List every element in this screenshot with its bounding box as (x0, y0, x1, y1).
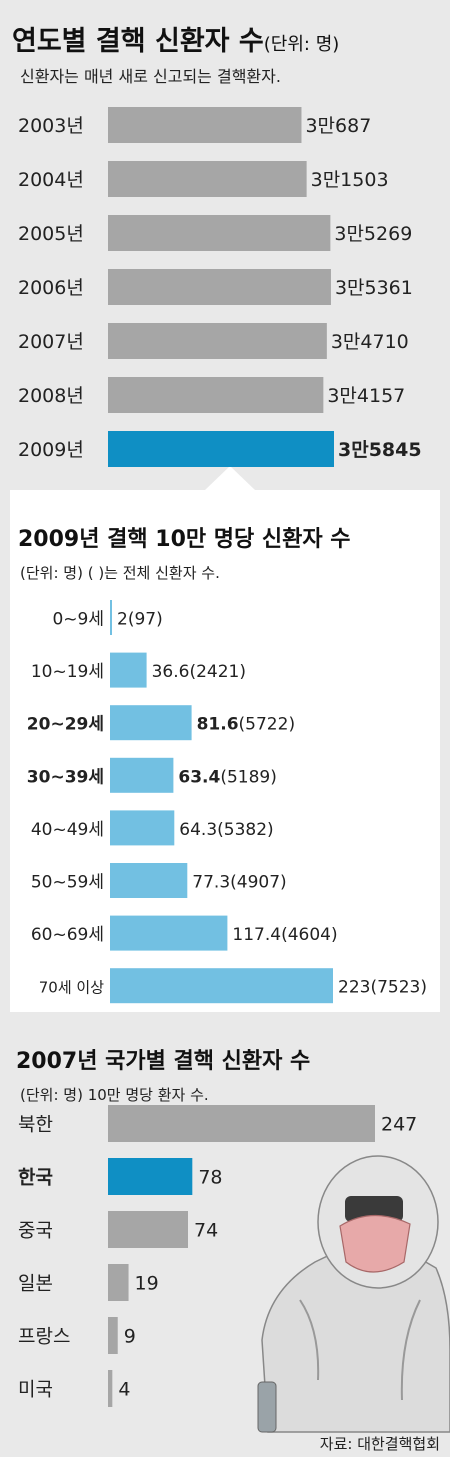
chart2-category-label: 20~29세 (27, 715, 104, 735)
chart2-total: (4907) (230, 873, 287, 893)
chart2-value-label: 2(97) (117, 610, 163, 630)
chart3-value-label: 247 (381, 1114, 417, 1136)
chart2-category-label: 10~19세 (31, 662, 104, 682)
person-in-protective-suit-icon (257, 1155, 450, 1433)
chart1-category-label: 2003년 (18, 115, 84, 137)
face-mask (339, 1214, 411, 1273)
chart1-bar (108, 431, 334, 467)
chart2-rate: 63.4 (178, 767, 220, 787)
chart3-category-label: 프랑스 (18, 1326, 70, 1348)
chart3-title: 2007년 국가별 결핵 신환자 수 (16, 1049, 310, 1074)
chart2-bar (110, 863, 188, 898)
chart1-bar (108, 215, 331, 251)
chart1-value-label: 3만687 (305, 115, 371, 137)
chart3-value-label: 9 (124, 1326, 136, 1348)
chart2-total: (4604) (281, 925, 338, 945)
chart1-category-label: 2009년 (18, 439, 84, 461)
chart3-category-label: 미국 (18, 1379, 53, 1401)
chart3-value-label: 78 (198, 1167, 222, 1189)
chart2-total: (2421) (189, 662, 246, 682)
chart3-bar (108, 1370, 113, 1407)
chart3-category-label: 일본 (18, 1273, 53, 1295)
chart1-value-label: 3만5361 (335, 277, 413, 299)
chart1-bar (108, 377, 324, 413)
chart1-title-unit: (단위: 명) (264, 34, 340, 55)
chart1-value-label: 3만1503 (311, 169, 389, 191)
chart3-category-label: 북한 (18, 1114, 53, 1136)
chart2-category-label: 30~39세 (27, 767, 104, 787)
chart1-bar (108, 161, 307, 197)
chart2-rate: 2 (117, 610, 128, 630)
chart2-rate: 77.3 (192, 873, 230, 893)
chart2-category-label: 60~69세 (31, 925, 104, 945)
chart2-rate: 64.3 (179, 820, 217, 840)
chart2-value-label: 63.4(5189) (178, 767, 276, 787)
chart1-category-label: 2004년 (18, 169, 84, 191)
chart2-rate: 81.6 (197, 715, 239, 735)
chart1-category-label: 2006년 (18, 277, 84, 299)
chart2-bar (110, 757, 174, 793)
chart3-bar (108, 1317, 118, 1354)
chart3-subtitle: (단위: 명) 10만 명당 환자 수. (20, 1086, 209, 1104)
chart1-category-label: 2008년 (18, 385, 84, 407)
chart1-subtitle: 신환자는 매년 새로 신고되는 결핵환자. (20, 67, 281, 86)
chart2-bar (110, 705, 192, 741)
chart3-value-label: 4 (118, 1379, 130, 1401)
source-note: 자료: 대한결핵협회 (320, 1435, 440, 1453)
vial (257, 1381, 277, 1433)
chart3-category-label: 한국 (18, 1167, 53, 1189)
chart2-value-label: 81.6(5722) (197, 715, 295, 735)
chart3-bar (108, 1105, 375, 1142)
chart3-bar (108, 1211, 188, 1248)
chart1-value-label: 3만4157 (327, 385, 405, 407)
chart1-value-label: 3만4710 (331, 331, 409, 353)
chart2-bar (110, 652, 147, 688)
chart2-value-label: 77.3(4907) (192, 873, 286, 893)
chart1-bar (108, 269, 331, 305)
chart2-bar (110, 968, 333, 1004)
chart2-category-label: 40~49세 (31, 820, 104, 840)
chart1-title: 연도별 결핵 신환자 수(단위: 명) (12, 26, 339, 57)
chart2-rate: 36.6 (152, 662, 190, 682)
chart3-bar (108, 1158, 193, 1195)
chart1-bar (108, 107, 302, 143)
chart1-value-label: 3만5269 (334, 223, 412, 245)
chart3-value-label: 19 (135, 1273, 159, 1295)
chart2-bar (110, 810, 175, 846)
chart2-category-label: 70세 이상 (39, 979, 104, 997)
chart2-value-label: 36.6(2421) (152, 662, 246, 682)
chart1-value-label: 3만5845 (338, 439, 422, 461)
chart2-value-label: 223(7523) (338, 978, 427, 998)
chart1-category-label: 2007년 (18, 331, 84, 353)
chart1-category-label: 2005년 (18, 223, 84, 245)
chart2-value-label: 117.4(4604) (232, 925, 337, 945)
chart1-title-main: 연도별 결핵 신환자 수 (12, 26, 264, 57)
chart2-total: (5189) (220, 767, 277, 787)
pointer-triangle (205, 466, 255, 490)
chart2-subtitle: (단위: 명) ( )는 전체 신환자 수. (20, 564, 220, 582)
face-opening (345, 1196, 403, 1222)
chart2-rate: 223 (338, 978, 370, 998)
chart2-total: (7523) (370, 978, 427, 998)
chart3-category-label: 중국 (18, 1220, 53, 1242)
chart2-rate: 117.4 (232, 925, 281, 945)
chart2-category-label: 50~59세 (31, 873, 104, 893)
chart2-bar (110, 915, 228, 951)
chart2-value-label: 64.3(5382) (179, 820, 273, 840)
chart3-value-label: 74 (194, 1220, 218, 1242)
chart2-total: (5382) (217, 820, 274, 840)
chart2-category-label: 0~9세 (52, 610, 104, 630)
chart3-bar (108, 1264, 129, 1301)
chart2-title: 2009년 결핵 10만 명당 신환자 수 (18, 527, 351, 552)
chart2-total: (97) (128, 610, 163, 630)
chart1-bar (108, 323, 327, 359)
suit-folds (299, 1299, 421, 1401)
chart2-bar (110, 600, 112, 635)
chart2-total: (5722) (239, 715, 296, 735)
